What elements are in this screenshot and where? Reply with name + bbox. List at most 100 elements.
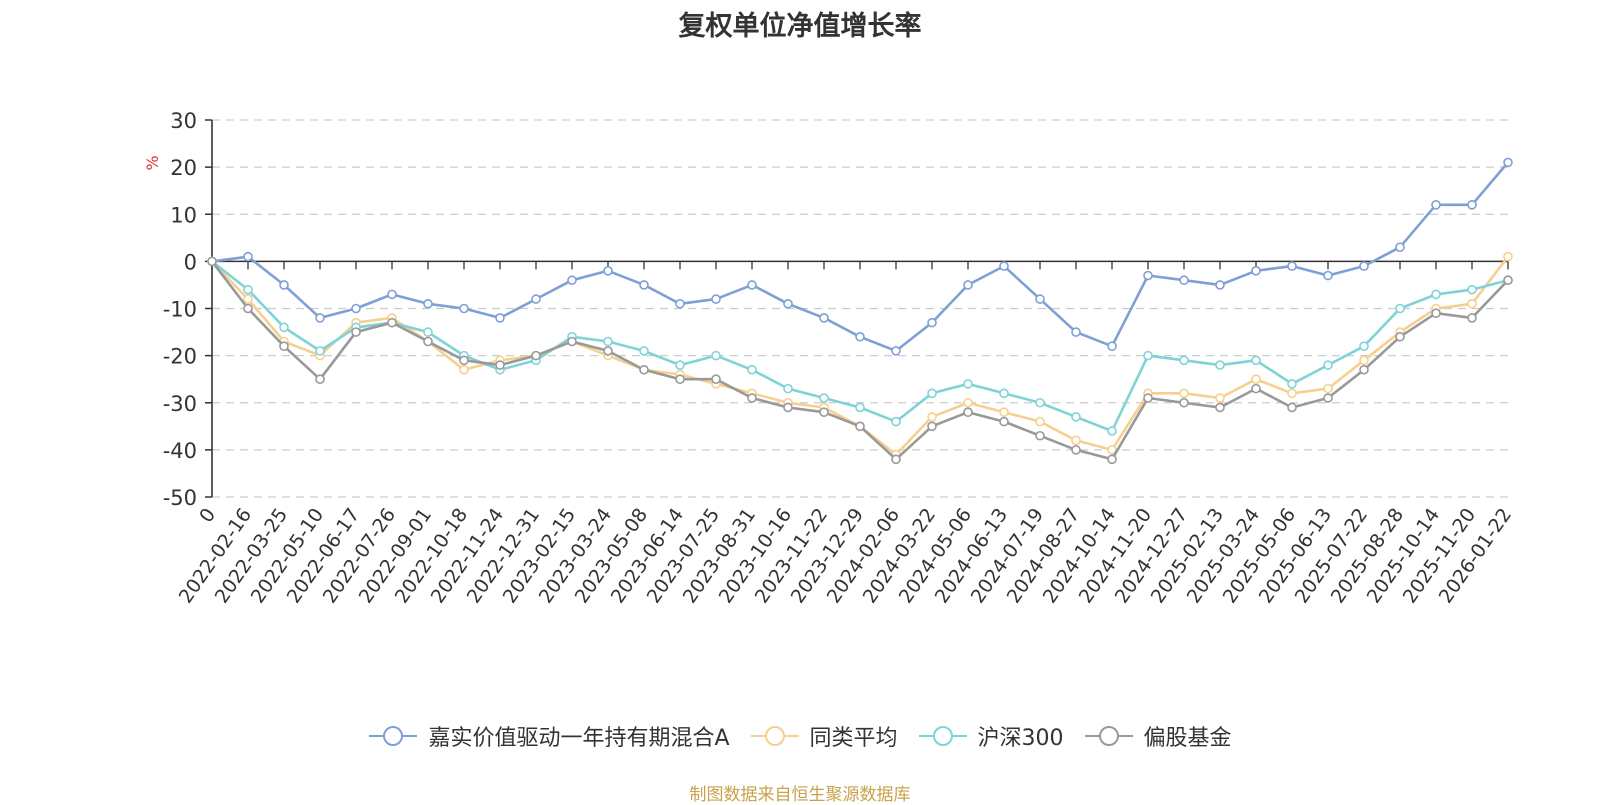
series-point-1	[1359, 355, 1369, 366]
series-point-0	[567, 275, 577, 286]
legend-label: 偏股基金	[1143, 726, 1232, 751]
series-point-3	[243, 303, 253, 314]
series-point-0	[1035, 294, 1045, 304]
series-point-2	[1071, 412, 1081, 422]
series-point-0	[1107, 341, 1117, 352]
series-point-0	[1143, 270, 1153, 281]
y-tick-label: -40	[163, 439, 197, 463]
series-line-0	[211, 161, 1509, 353]
series-point-3	[1287, 402, 1297, 413]
series-point-0	[1179, 275, 1189, 286]
series-point-0	[855, 331, 865, 342]
legend-item[interactable]: 沪深300	[918, 720, 1064, 752]
series-point-2	[1251, 355, 1261, 366]
y-axis-label: %	[143, 155, 162, 170]
series-point-0	[999, 261, 1009, 271]
series-point-0	[531, 294, 541, 304]
series-point-3	[567, 336, 577, 347]
legend-item[interactable]: 嘉实价值驱动一年持有期混合A	[368, 720, 730, 752]
source-note: 制图数据来自恒生聚源数据库	[689, 785, 911, 805]
series-point-0	[1251, 265, 1261, 276]
series-point-3	[279, 341, 289, 352]
series-point-2	[927, 388, 937, 399]
series-point-2	[1179, 355, 1189, 366]
legend: 嘉实价值驱动一年持有期混合A 同类平均 沪深300 偏股基金	[0, 720, 1600, 752]
legend-label: 嘉实价值驱动一年持有期混合A	[428, 726, 730, 751]
series-point-1	[1071, 435, 1081, 446]
series-point-0	[603, 265, 613, 276]
series-point-3	[1071, 445, 1081, 455]
series-point-1	[1503, 251, 1513, 262]
series-point-2	[315, 346, 325, 356]
series-point-3	[531, 350, 541, 361]
series-point-3	[1251, 383, 1261, 394]
series-point-0	[675, 298, 685, 309]
series-point-2	[1323, 360, 1333, 370]
series-point-2	[675, 360, 685, 370]
series-point-1	[459, 364, 469, 375]
y-tick-label: 0	[184, 250, 197, 274]
series-point-1	[243, 294, 253, 304]
series-point-3	[1179, 397, 1189, 408]
series-point-3	[603, 346, 613, 356]
series-point-3	[387, 317, 397, 328]
series-point-2	[1431, 289, 1441, 300]
series-point-2	[1215, 360, 1225, 370]
y-tick-label: 10	[170, 203, 197, 227]
series-point-1	[1467, 298, 1477, 309]
legend-marker-icon	[369, 726, 418, 746]
series-point-0	[423, 298, 433, 309]
series-point-2	[963, 379, 973, 389]
legend-marker-icon	[1084, 726, 1133, 746]
series-point-0	[891, 346, 901, 356]
series-point-3	[963, 407, 973, 417]
legend-item[interactable]: 同类平均	[750, 720, 898, 752]
series-point-0	[747, 280, 757, 290]
series-point-0	[495, 313, 505, 323]
series-point-1	[1215, 393, 1225, 403]
series-point-0	[387, 289, 397, 300]
series-point-0	[783, 298, 793, 309]
series-point-0	[279, 280, 289, 290]
legend-label: 同类平均	[809, 726, 898, 751]
series-point-0	[1215, 280, 1225, 290]
legend-item[interactable]: 偏股基金	[1084, 720, 1232, 752]
legend-marker-icon	[918, 726, 967, 746]
series-point-0	[963, 280, 973, 290]
series-point-2	[423, 327, 433, 337]
x-tick-label: 0	[195, 504, 220, 527]
series-point-2	[1143, 350, 1153, 361]
series-point-3	[675, 374, 685, 384]
series-point-2	[639, 346, 649, 356]
y-tick-label: -30	[163, 392, 197, 416]
series-point-3	[1215, 402, 1225, 413]
y-tick-label: -10	[163, 298, 197, 322]
series-point-1	[1251, 374, 1261, 384]
series-point-1	[963, 397, 973, 408]
series-point-1	[1323, 383, 1333, 394]
series-point-2	[783, 383, 793, 394]
series-point-2	[1359, 341, 1369, 352]
series-point-2	[999, 388, 1009, 399]
series-point-0	[351, 303, 361, 314]
series-point-3	[459, 355, 469, 366]
series-point-2	[243, 284, 253, 295]
legend-marker-icon	[750, 726, 799, 746]
series-point-3	[855, 421, 865, 432]
series-point-3	[315, 374, 325, 384]
y-tick-label: 30	[170, 109, 197, 133]
series-point-0	[1323, 270, 1333, 281]
series-point-1	[1179, 388, 1189, 399]
series-point-2	[1035, 397, 1045, 408]
series-point-2	[1467, 284, 1477, 295]
series-point-3	[747, 393, 757, 403]
series-point-2	[891, 416, 901, 427]
series-point-3	[1035, 430, 1045, 441]
series-point-2	[819, 393, 829, 403]
y-tick-label: -20	[163, 345, 197, 369]
series-point-2	[1287, 379, 1297, 389]
series-point-3	[711, 374, 721, 384]
series-point-0	[1467, 200, 1477, 210]
series-point-3	[1107, 454, 1117, 465]
